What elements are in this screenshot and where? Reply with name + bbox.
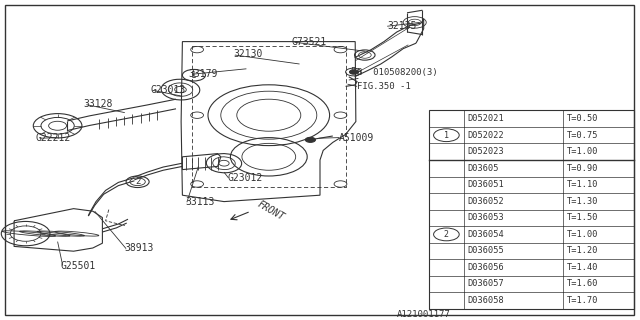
Text: D036051: D036051 bbox=[468, 180, 504, 189]
Text: T=0.50: T=0.50 bbox=[567, 114, 598, 123]
Text: D036053: D036053 bbox=[468, 213, 504, 222]
Text: T=1.50: T=1.50 bbox=[567, 213, 598, 222]
Text: 32130: 32130 bbox=[234, 49, 263, 60]
Text: FRONT: FRONT bbox=[256, 199, 287, 222]
Text: 1: 1 bbox=[444, 131, 449, 140]
Text: D052021: D052021 bbox=[468, 114, 504, 123]
Text: 2: 2 bbox=[135, 177, 140, 186]
Text: T=1.30: T=1.30 bbox=[567, 197, 598, 206]
Text: T=1.70: T=1.70 bbox=[567, 296, 598, 305]
Text: 2: 2 bbox=[444, 230, 449, 239]
Text: D052022: D052022 bbox=[468, 131, 504, 140]
Bar bbox=[429, 110, 634, 309]
Text: G22212: G22212 bbox=[35, 132, 70, 143]
Text: D036056: D036056 bbox=[468, 263, 504, 272]
Text: D036057: D036057 bbox=[468, 279, 504, 289]
Text: T=1.00: T=1.00 bbox=[567, 230, 598, 239]
Text: D03605: D03605 bbox=[468, 164, 499, 173]
Text: G25501: G25501 bbox=[61, 260, 96, 271]
Text: A51009: A51009 bbox=[339, 132, 374, 143]
Text: D036054: D036054 bbox=[468, 230, 504, 239]
Text: D036055: D036055 bbox=[468, 246, 504, 255]
Text: T=0.75: T=0.75 bbox=[567, 131, 598, 140]
Text: 33113: 33113 bbox=[186, 196, 215, 207]
Text: 33179: 33179 bbox=[189, 68, 218, 79]
Circle shape bbox=[349, 70, 358, 74]
Text: T=0.90: T=0.90 bbox=[567, 164, 598, 173]
Text: B  010508200(3): B 010508200(3) bbox=[357, 68, 438, 76]
Text: A121001177: A121001177 bbox=[397, 310, 451, 319]
Text: B: B bbox=[351, 68, 356, 76]
Text: G23012: G23012 bbox=[227, 172, 262, 183]
Text: T=1.10: T=1.10 bbox=[567, 180, 598, 189]
Text: T=1.20: T=1.20 bbox=[567, 246, 598, 255]
Text: T=1.60: T=1.60 bbox=[567, 279, 598, 289]
Text: 1: 1 bbox=[191, 71, 196, 80]
Text: D036052: D036052 bbox=[468, 197, 504, 206]
Text: G23013: G23013 bbox=[150, 84, 186, 95]
Text: 38913: 38913 bbox=[125, 243, 154, 253]
Text: G73521: G73521 bbox=[291, 36, 326, 47]
Text: T=1.00: T=1.00 bbox=[567, 147, 598, 156]
Text: FIG.350 -1: FIG.350 -1 bbox=[357, 82, 411, 91]
Text: 33128: 33128 bbox=[83, 99, 113, 109]
Text: D052023: D052023 bbox=[468, 147, 504, 156]
Text: 32135: 32135 bbox=[387, 20, 417, 31]
Text: D036058: D036058 bbox=[468, 296, 504, 305]
Circle shape bbox=[305, 137, 316, 142]
Text: T=1.40: T=1.40 bbox=[567, 263, 598, 272]
